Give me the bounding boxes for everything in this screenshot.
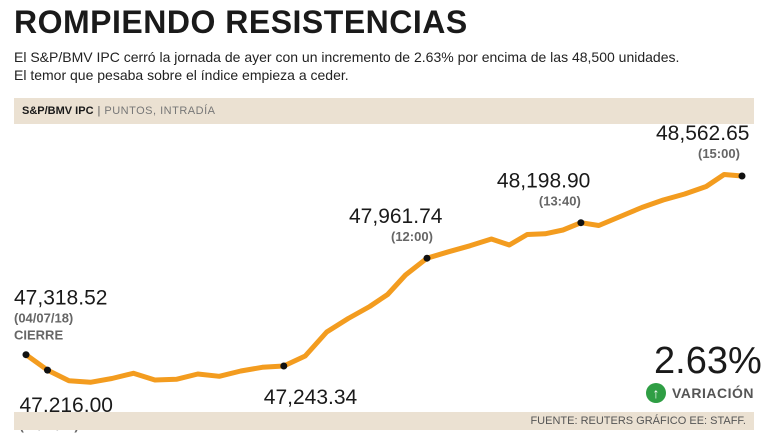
page-title: ROMPIENDO RESISTENCIAS <box>14 4 468 40</box>
subtitle: El S&P/BMV IPC cerró la jornada de ayer … <box>14 48 754 84</box>
variation-label: ↑ VARIACIÓN <box>646 382 754 404</box>
data-label-value: 48,562.65 <box>656 122 749 145</box>
subtitle-line-1: El S&P/BMV IPC cerró la jornada de ayer … <box>14 49 680 65</box>
data-point-marker <box>22 351 30 359</box>
data-label-value: 47,318.52 <box>14 287 107 310</box>
source-footer: FUENTE: REUTERS GRÁFICO EE: STAFF. <box>14 412 754 430</box>
data-label-value: 47,961.74 <box>349 205 443 228</box>
index-symbol: S&P/BMV IPC <box>22 105 94 117</box>
data-label-time: (04/07/18) <box>14 311 73 326</box>
data-point-marker <box>44 366 51 374</box>
data-label-time: (13:40) <box>539 194 581 209</box>
band-separator: | <box>97 105 101 117</box>
data-label-value: 48,198.90 <box>497 170 590 193</box>
subtitle-line-2: El temor que pesaba sobre el índice empi… <box>14 67 349 83</box>
data-point-marker <box>280 362 288 370</box>
data-label-tag: CIERRE <box>14 328 63 343</box>
variation-value: 2.63% <box>654 340 762 382</box>
units-label: PUNTOS, INTRADÍA <box>104 105 216 117</box>
source-text: FUENTE: REUTERS GRÁFICO EE: STAFF. <box>530 415 746 427</box>
series-line <box>23 172 745 385</box>
data-point-marker <box>738 172 746 180</box>
data-label-value: 47,216.00 <box>20 394 113 417</box>
variation-text: VARIACIÓN <box>672 385 755 401</box>
data-label-time: (15:00) <box>698 146 740 161</box>
index-band: S&P/BMV IPC | PUNTOS, INTRADÍA <box>14 98 754 124</box>
arrow-up-icon: ↑ <box>646 383 666 403</box>
data-label-time: (12:00) <box>391 229 433 244</box>
data-label-value: 47,243.34 <box>264 386 358 409</box>
data-point-marker <box>423 254 431 262</box>
data-point-marker <box>577 219 585 227</box>
